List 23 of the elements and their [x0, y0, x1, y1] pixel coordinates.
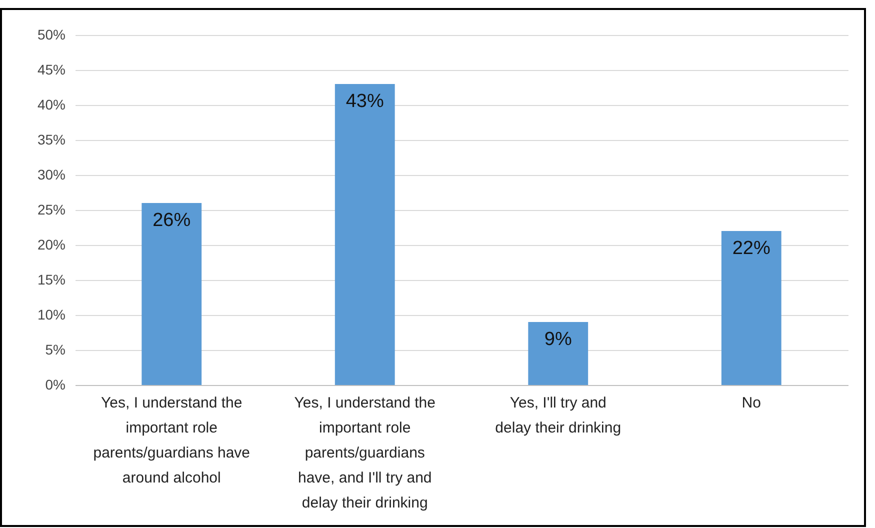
- y-tick-label: 40%: [37, 96, 66, 112]
- bar: [721, 231, 782, 385]
- y-tick-label: 20%: [37, 236, 66, 252]
- y-tick-label: 5%: [45, 342, 66, 358]
- y-tick-label: 35%: [37, 132, 66, 148]
- x-tick-label: Yes, I understand the important role parents/guardians have, and I'll try and delay their drinking: [294, 394, 436, 512]
- x-tick-label: No: [742, 394, 761, 412]
- y-tick-label: 30%: [37, 166, 66, 182]
- data-label: 26%: [152, 210, 191, 231]
- data-label: 9%: [544, 329, 572, 350]
- bar: [142, 203, 202, 385]
- bar: [334, 84, 395, 385]
- data-label: 43%: [346, 91, 384, 112]
- y-tick-label: 50%: [37, 26, 66, 42]
- data-label: 22%: [732, 238, 770, 259]
- bar: [528, 322, 588, 385]
- y-tick-label: 10%: [37, 306, 66, 322]
- y-tick-label: 25%: [37, 202, 66, 218]
- y-tick-label: 15%: [37, 272, 66, 288]
- x-tick-label: Yes, I understand the important role parents/guardians have around alcohol: [93, 394, 250, 486]
- x-tick-label: Yes, I'll try and delay their drinking: [495, 394, 622, 436]
- y-tick-label: 45%: [37, 62, 66, 78]
- y-tick-label: 0%: [45, 376, 66, 392]
